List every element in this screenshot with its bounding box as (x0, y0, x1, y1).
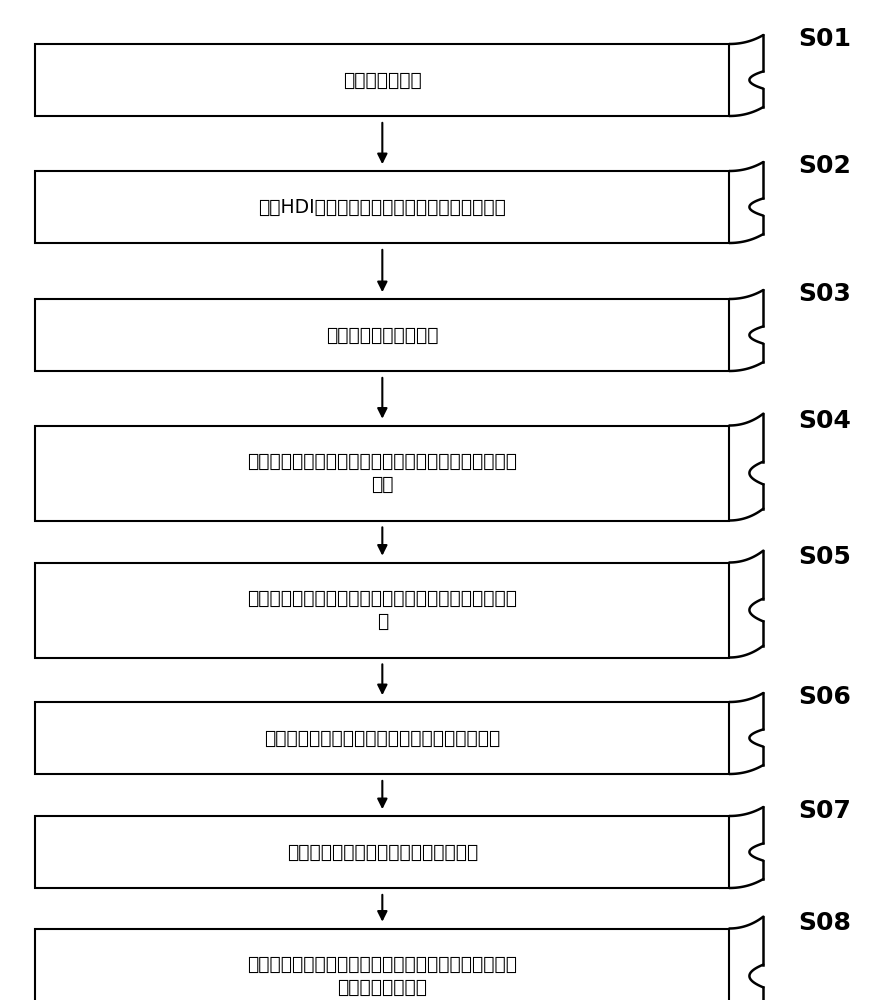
Text: 在最外层的基板上涂覆导体线路绝缘层: 在最外层的基板上涂覆导体线路绝缘层 (286, 842, 478, 861)
Text: S07: S07 (798, 799, 851, 823)
FancyBboxPatch shape (35, 426, 729, 520)
FancyBboxPatch shape (35, 702, 729, 774)
Text: 设计电路布线图: 设计电路布线图 (343, 70, 422, 90)
Text: 利用电镀法填平该盲孔: 利用电镀法填平该盲孔 (326, 326, 438, 344)
Text: S01: S01 (798, 27, 851, 51)
Text: S03: S03 (798, 282, 851, 306)
FancyBboxPatch shape (35, 44, 729, 116)
Text: S08: S08 (798, 912, 851, 936)
Text: S06: S06 (798, 685, 851, 709)
Text: S04: S04 (798, 408, 851, 432)
Text: 压合多层基板，并在该基板之间添加绝缘介质层: 压合多层基板，并在该基板之间添加绝缘介质层 (264, 728, 500, 748)
Text: S05: S05 (798, 546, 851, 570)
FancyBboxPatch shape (35, 562, 729, 658)
FancyBboxPatch shape (35, 816, 729, 888)
FancyBboxPatch shape (35, 171, 729, 243)
Text: 测试该导体线路的各种性能，该性能包括线路信号传输
稳定性、抗噪能力: 测试该导体线路的各种性能，该性能包括线路信号传输 稳定性、抗噪能力 (248, 955, 517, 997)
FancyBboxPatch shape (35, 928, 729, 1000)
FancyBboxPatch shape (35, 299, 729, 371)
Text: 利用蚀刻法根据该电路布线图在该基板上蚀刻出导体线
路: 利用蚀刻法根据该电路布线图在该基板上蚀刻出导体线 路 (248, 589, 517, 631)
Text: 利用线路图形影像转移方法将该电路布线图布置在该基
板上: 利用线路图形影像转移方法将该电路布线图布置在该基 板上 (248, 452, 517, 494)
Text: 制作HDI线路板的基板，该基板上设有多个盲孔: 制作HDI线路板的基板，该基板上设有多个盲孔 (258, 198, 507, 217)
Text: S02: S02 (798, 154, 851, 178)
